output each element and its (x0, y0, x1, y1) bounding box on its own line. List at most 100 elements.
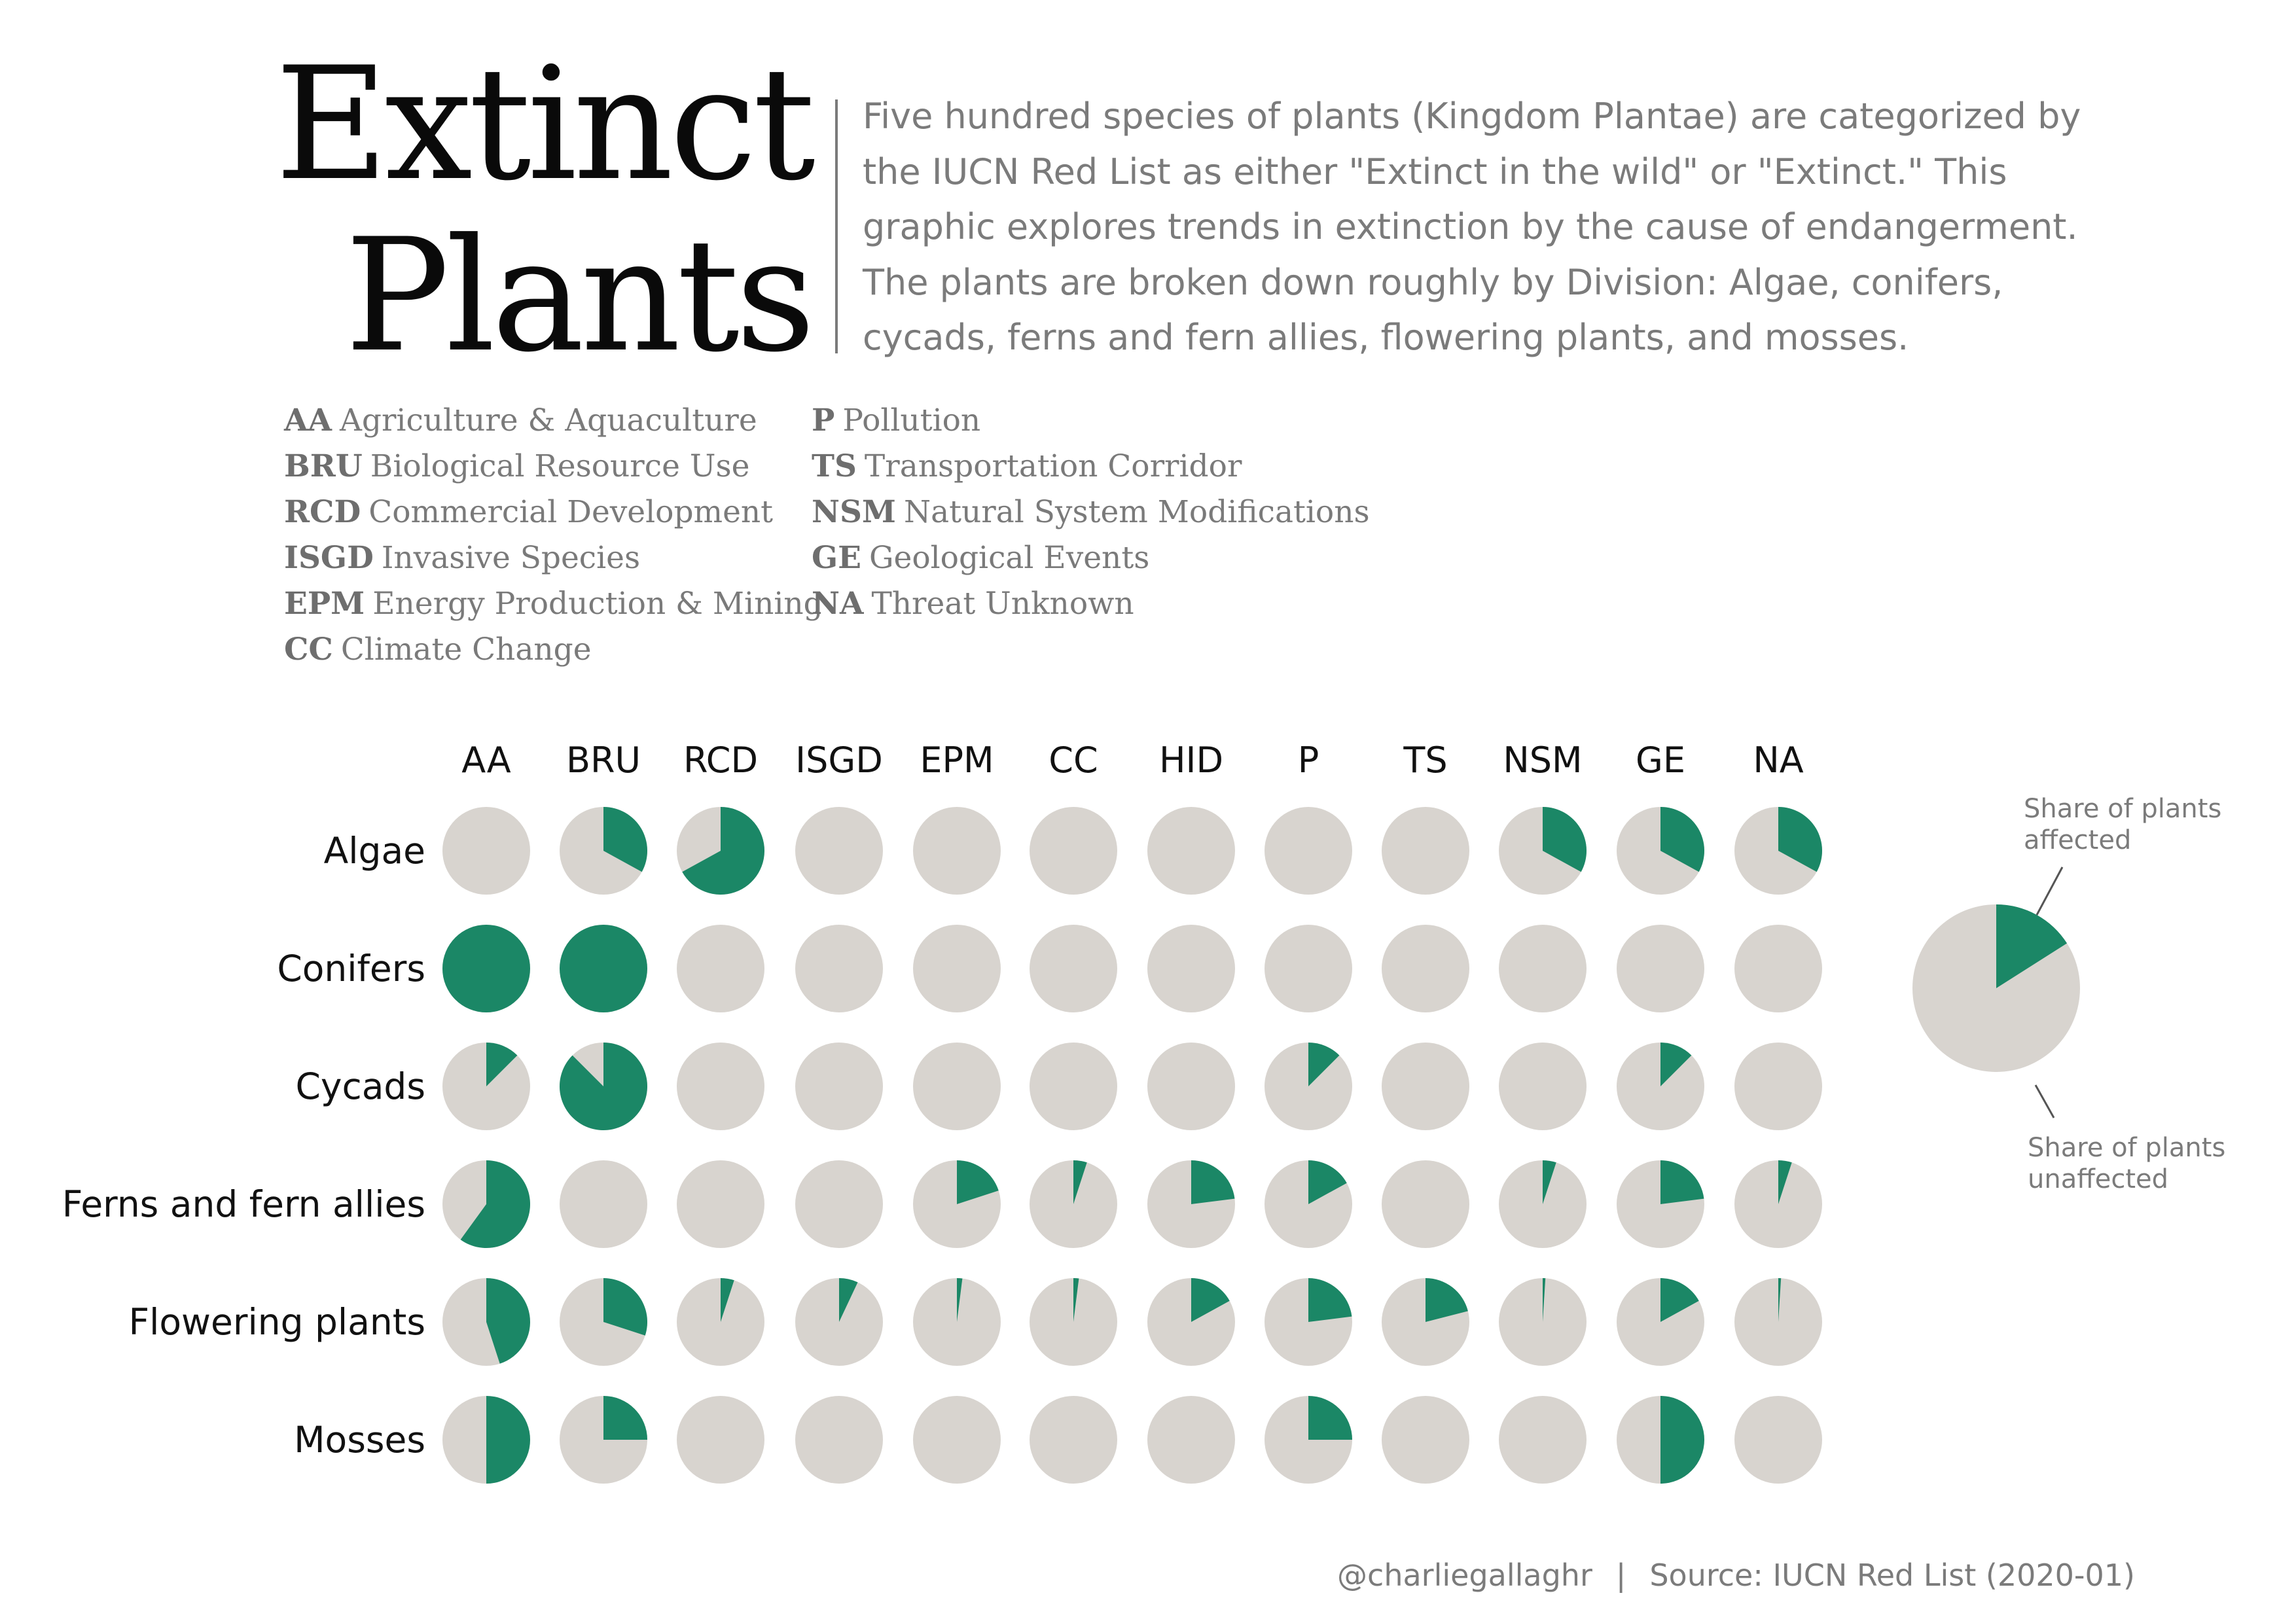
column-header-na: NA (1753, 740, 1804, 781)
legend-label: Invasive Species (381, 540, 641, 576)
legend-code: TS (812, 448, 857, 484)
footer: @charliegallaghr | Source: IUCN Red List (… (1337, 1558, 2135, 1593)
pie-conifers-ge (1617, 925, 1704, 1012)
pie-unaffected-slice (1382, 1160, 1469, 1248)
legend-code: NA (812, 586, 864, 622)
legend-label: Agriculture & Aquaculture (339, 402, 757, 438)
legend-item-rcd: RCD Commercial Development (284, 490, 823, 535)
pie-cycads-rcd (677, 1043, 764, 1130)
pie-unaffected-slice (677, 1396, 764, 1484)
pie-ferns-and-fern-allies-cc (1030, 1160, 1117, 1248)
pie-cycads-bru (559, 1043, 647, 1130)
pie-unaffected-slice (1030, 925, 1117, 1012)
pie-unaffected-slice (795, 1043, 883, 1130)
legend-label: Transportation Corridor (864, 448, 1242, 484)
pie-unaffected-slice (795, 1396, 883, 1484)
pie-algae-isgd (795, 807, 883, 895)
title-divider (835, 99, 838, 353)
pie-unaffected-slice (1265, 925, 1352, 1012)
column-header-hid: HID (1158, 740, 1224, 781)
pie-mosses-hid (1147, 1396, 1235, 1484)
pie-mosses-na (1734, 1396, 1822, 1484)
pie-flowering-plants-bru (560, 1278, 647, 1366)
legend-label: Geological Events (869, 540, 1150, 576)
row-label-mosses: Mosses (294, 1419, 425, 1461)
pie-ferns-and-fern-allies-na (1734, 1160, 1822, 1248)
legend-label: Commercial Development (368, 494, 774, 530)
pie-affected-slice (721, 1278, 734, 1322)
pie-ferns-and-fern-allies-isgd (795, 1160, 883, 1248)
row-label-algae: Algae (323, 830, 425, 872)
pie-flowering-plants-ge (1617, 1278, 1704, 1366)
pie-conifers-cc (1030, 925, 1117, 1012)
legend-code: NSM (812, 494, 896, 530)
pie-ferns-and-fern-allies-aa (442, 1160, 531, 1248)
pie-flowering-plants-isgd (795, 1278, 883, 1366)
pie-affected-slice (1660, 1278, 1699, 1322)
pie-flowering-plants-ts (1382, 1278, 1469, 1366)
pie-cycads-isgd (795, 1043, 883, 1130)
column-header-cc: CC (1049, 740, 1098, 781)
pie-affected-slice (486, 1043, 518, 1086)
pie-ferns-and-fern-allies-p (1265, 1160, 1352, 1248)
column-header-p: P (1297, 740, 1319, 781)
pie-affected-slice (1778, 807, 1822, 872)
pie-conifers-isgd (795, 925, 883, 1012)
pie-algae-na (1734, 807, 1822, 895)
pie-unaffected-slice (795, 925, 883, 1012)
pie-conifers-na (1734, 925, 1822, 1012)
pie-flowering-plants-hid (1147, 1278, 1235, 1366)
legend-item-nsm: NSM Natural System Modifications (812, 490, 1370, 535)
pie-affected-slice (1543, 807, 1587, 872)
legend-item-aa: AA Agriculture & Aquaculture (284, 398, 823, 444)
pie-unaffected-slice (677, 1043, 764, 1130)
row-label-conifers: Conifers (277, 948, 425, 990)
pie-cycads-cc (1030, 1043, 1117, 1130)
pie-mosses-nsm (1499, 1396, 1587, 1484)
pie-mosses-isgd (795, 1396, 883, 1484)
pie-flowering-plants-cc (1030, 1278, 1117, 1366)
legend-item-cc: CC Climate Change (284, 627, 823, 673)
pie-unaffected-slice (677, 925, 764, 1012)
pie-ferns-and-fern-allies-bru (560, 1160, 647, 1248)
column-header-nsm: NSM (1503, 740, 1583, 781)
pie-affected-slice (560, 925, 647, 1012)
pie-unaffected-slice (913, 925, 1001, 1012)
title-line-2: Plants (344, 205, 816, 387)
pie-ferns-and-fern-allies-ts (1382, 1160, 1469, 1248)
pie-mosses-bru (560, 1396, 647, 1484)
pie-unaffected-slice (1499, 925, 1587, 1012)
pie-affected-slice (1778, 1160, 1792, 1204)
column-header-epm: EPM (920, 740, 994, 781)
key-example-pie (1912, 904, 2080, 1072)
pie-affected-slice (486, 1396, 530, 1484)
legend-item-na: NA Threat Unknown (812, 581, 1370, 627)
pie-cycads-nsm (1499, 1043, 1587, 1130)
footer-handle: @charliegallaghr (1337, 1558, 1592, 1593)
legend-label: Biological Resource Use (370, 448, 750, 484)
pie-unaffected-slice (1734, 925, 1822, 1012)
pie-unaffected-slice (1382, 807, 1469, 895)
pie-algae-p (1265, 807, 1352, 895)
pie-conifers-bru (560, 925, 647, 1012)
pie-affected-slice (1308, 1396, 1352, 1440)
pie-conifers-ts (1382, 925, 1469, 1012)
pie-affected-slice (1308, 1043, 1340, 1086)
legend-item-epm: EPM Energy Production & Mining (284, 581, 823, 627)
pie-unaffected-slice (1030, 1043, 1117, 1130)
pie-affected-slice (559, 1043, 647, 1130)
pie-algae-rcd (677, 806, 765, 895)
pie-unaffected-slice (1030, 1396, 1117, 1484)
legend-label: Natural System Modifications (903, 494, 1370, 530)
pie-unaffected-slice (1499, 1043, 1587, 1130)
pie-algae-hid (1147, 807, 1235, 895)
column-header-ts: TS (1403, 740, 1448, 781)
pie-affected-slice (1426, 1278, 1468, 1322)
pie-affected-slice (1660, 1160, 1704, 1204)
pie-unaffected-slice (1147, 1396, 1235, 1484)
column-header-ge: GE (1636, 740, 1685, 781)
pie-ferns-and-fern-allies-ge (1617, 1160, 1704, 1248)
pie-flowering-plants-nsm (1499, 1278, 1587, 1366)
pie-affected-slice (442, 925, 530, 1012)
pie-affected-slice (1073, 1278, 1079, 1322)
